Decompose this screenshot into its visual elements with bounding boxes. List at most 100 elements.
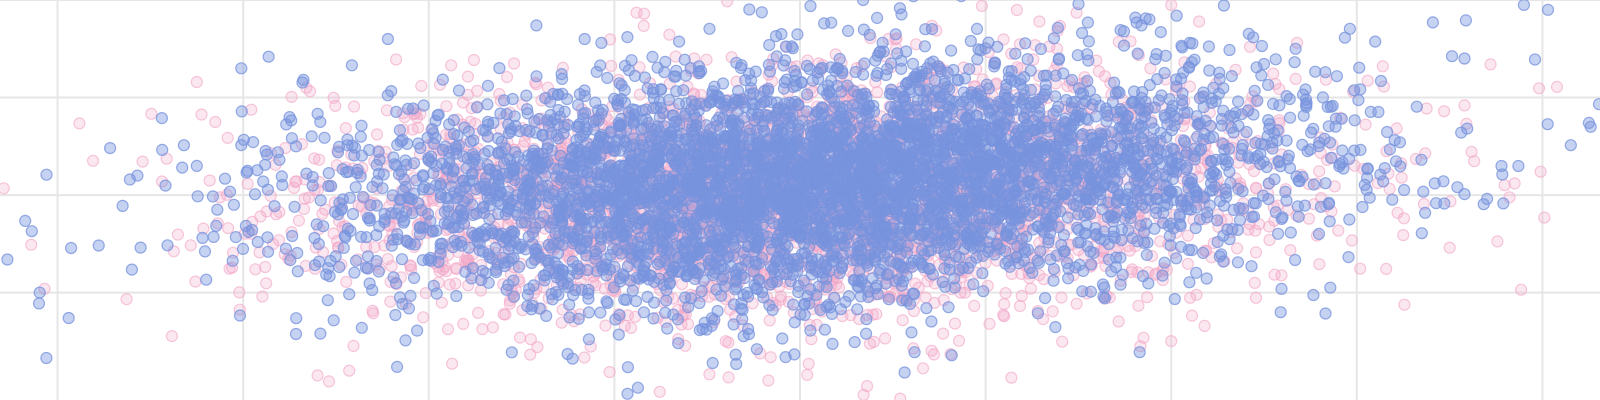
data-point (637, 7, 651, 20)
data-point (653, 385, 666, 398)
data-point (340, 275, 353, 288)
data-point (155, 111, 168, 125)
data-point (457, 317, 470, 330)
data-point (1251, 94, 1264, 107)
data-point (805, 333, 818, 346)
data-point (318, 131, 331, 144)
data-point (389, 308, 402, 322)
data-point (621, 361, 635, 374)
data-point (339, 122, 352, 135)
data-point (436, 73, 449, 86)
data-point (1192, 15, 1206, 28)
data-point (412, 121, 425, 134)
data-point (663, 28, 676, 41)
data-point (221, 131, 234, 144)
data-point (1263, 233, 1276, 247)
data-point (1313, 165, 1326, 178)
data-point (1131, 47, 1144, 60)
data-point (1202, 40, 1216, 53)
data-point (499, 308, 512, 321)
data-point (927, 348, 941, 361)
data-point (599, 319, 612, 332)
data-point (1369, 35, 1382, 48)
data-point (1081, 16, 1095, 29)
data-point (355, 321, 368, 334)
data-point (1227, 126, 1240, 139)
data-point (624, 321, 638, 334)
data-point (103, 142, 117, 155)
data-point (722, 371, 735, 384)
data-point (763, 314, 776, 327)
data-point (920, 302, 933, 315)
data-point (500, 70, 514, 84)
data-point (322, 375, 336, 388)
data-point (661, 322, 674, 335)
data-point (1230, 242, 1244, 255)
data-point (1015, 289, 1028, 302)
data-point (445, 59, 458, 72)
data-point (916, 362, 930, 375)
data-point (1354, 262, 1367, 275)
data-point (721, 0, 734, 8)
data-point (1398, 298, 1411, 311)
data-point (1034, 42, 1048, 56)
data-point (161, 239, 174, 252)
data-point (826, 337, 839, 350)
data-point (672, 35, 686, 48)
data-point (349, 254, 363, 267)
data-point (1010, 3, 1024, 17)
data-point (776, 332, 789, 345)
data-point (1196, 246, 1210, 259)
data-point (637, 19, 650, 32)
data-point (896, 314, 909, 327)
data-point (801, 368, 814, 381)
data-point (1049, 321, 1062, 334)
data-point (19, 214, 32, 227)
data-point (73, 117, 86, 130)
data-point (1550, 80, 1564, 94)
data-point (936, 327, 950, 340)
data-point (531, 341, 544, 354)
data-point (1292, 210, 1305, 223)
data-point (1185, 309, 1199, 322)
data-point (1395, 171, 1408, 184)
data-point (867, 335, 880, 348)
data-point (603, 366, 616, 379)
data-point (0, 182, 10, 195)
data-point (25, 238, 38, 251)
data-point (1445, 50, 1459, 63)
data-point (1342, 251, 1355, 264)
data-point (923, 263, 936, 276)
data-point (908, 346, 921, 359)
data-point (348, 100, 361, 113)
data-point (1410, 100, 1423, 113)
data-point (417, 99, 430, 112)
data-point (291, 265, 304, 278)
data-point (390, 53, 403, 66)
data-point (1415, 153, 1428, 166)
data-point (288, 200, 301, 213)
data-point (1458, 99, 1471, 112)
data-point (894, 392, 907, 400)
data-point (1114, 278, 1127, 291)
data-point (1437, 105, 1451, 118)
data-point (1005, 371, 1018, 384)
data-point (206, 190, 219, 203)
data-point (909, 277, 922, 290)
data-point (354, 130, 367, 143)
data-point (226, 254, 239, 267)
data-point (889, 28, 902, 41)
data-point (86, 154, 100, 167)
data-point (849, 65, 862, 79)
data-point (240, 166, 253, 179)
data-point (171, 228, 184, 241)
data-point (762, 374, 775, 387)
data-point (25, 225, 38, 238)
data-point (329, 99, 342, 113)
data-point (441, 323, 455, 336)
data-point (818, 323, 832, 336)
data-point (1031, 307, 1045, 320)
data-point (471, 84, 484, 97)
data-point (165, 330, 178, 343)
